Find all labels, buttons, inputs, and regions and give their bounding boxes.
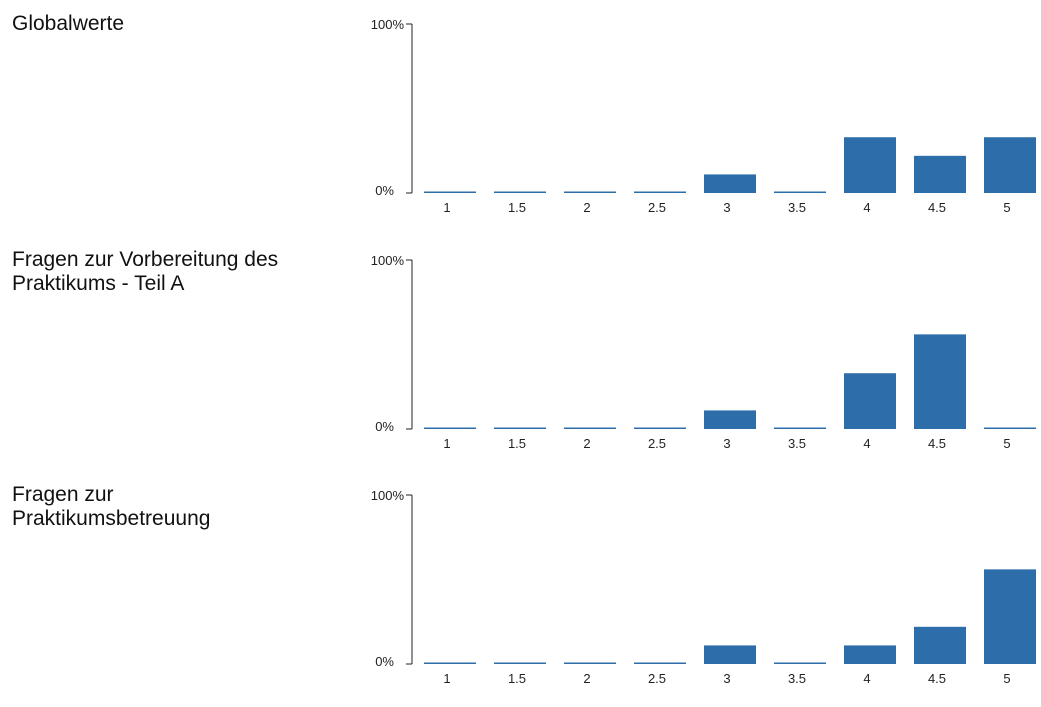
- bar: [984, 569, 1036, 664]
- x-tick-label: 1: [443, 671, 450, 686]
- bar: [704, 174, 756, 193]
- bar: [914, 155, 966, 193]
- bar: [424, 427, 476, 429]
- bar-chart: 100% 0% 1 1.5 2 2.5 3 3.5 4 4.5 5: [371, 17, 1036, 215]
- bar: [844, 137, 896, 193]
- x-tick-label: 1: [443, 436, 450, 451]
- x-tick-label: 2.5: [648, 200, 666, 215]
- x-tick-label: 1: [443, 200, 450, 215]
- bar: [984, 427, 1036, 429]
- bar: [494, 662, 546, 664]
- bar: [634, 191, 686, 193]
- y-tick-label: 100%: [371, 488, 405, 503]
- bar: [634, 662, 686, 664]
- bar: [564, 662, 616, 664]
- bar: [564, 427, 616, 429]
- x-tick-label: 3: [723, 671, 730, 686]
- bar: [844, 645, 896, 664]
- bar: [774, 191, 826, 193]
- bar: [774, 427, 826, 429]
- section-title: Fragen zur Praktikumsbetreuung: [12, 483, 211, 530]
- x-tick-label: 2.5: [648, 671, 666, 686]
- bar: [774, 662, 826, 664]
- x-tick-label: 4.5: [928, 200, 946, 215]
- bar: [844, 373, 896, 429]
- x-tick-label: 3.5: [788, 200, 806, 215]
- y-tick-label: 0%: [375, 183, 394, 198]
- section-title: Globalwerte: [12, 12, 125, 35]
- x-tick-label: 4: [863, 200, 870, 215]
- bar-chart: 100% 0% 1 1.5 2 2.5 3 3.5 4 4.5 5: [371, 253, 1036, 451]
- bar: [704, 410, 756, 429]
- chart-section-globalwerte: Globalwerte 100% 0% 1 1.5 2 2.5 3 3.5 4 4.5 5: [0, 0, 1041, 236]
- bar: [634, 427, 686, 429]
- x-tick-label: 5: [1003, 200, 1010, 215]
- x-tick-label: 4: [863, 436, 870, 451]
- bar: [914, 626, 966, 664]
- x-tick-label: 2.5: [648, 436, 666, 451]
- x-tick-label: 4.5: [928, 671, 946, 686]
- bar: [704, 645, 756, 664]
- x-tick-label: 3.5: [788, 436, 806, 451]
- x-tick-label: 1.5: [508, 671, 526, 686]
- y-tick-label: 0%: [375, 419, 394, 434]
- bar: [564, 191, 616, 193]
- section-title: Fragen zur Vorbereitung des Praktikums -…: [12, 248, 279, 295]
- x-tick-label: 1.5: [508, 200, 526, 215]
- x-tick-label: 4: [863, 671, 870, 686]
- x-tick-label: 3.5: [788, 671, 806, 686]
- chart-section-vorbereitung: Fragen zur Vorbereitung des Praktikums -…: [0, 236, 1041, 472]
- y-tick-label: 0%: [375, 654, 394, 669]
- bar: [914, 334, 966, 429]
- bar-chart: 100% 0% 1 1.5 2 2.5 3 3.5 4 4.5 5: [371, 488, 1036, 686]
- x-tick-label: 3: [723, 200, 730, 215]
- y-tick-label: 100%: [371, 253, 405, 268]
- x-tick-label: 2: [583, 436, 590, 451]
- bar: [424, 662, 476, 664]
- x-tick-label: 2: [583, 200, 590, 215]
- bar: [984, 137, 1036, 193]
- x-tick-label: 2: [583, 671, 590, 686]
- x-tick-label: 5: [1003, 671, 1010, 686]
- y-tick-label: 100%: [371, 17, 405, 32]
- chart-section-betreuung: Fragen zur Praktikumsbetreuung 100% 0% 1 1.…: [0, 471, 1041, 707]
- bar: [424, 191, 476, 193]
- bar: [494, 427, 546, 429]
- x-tick-label: 3: [723, 436, 730, 451]
- bar: [494, 191, 546, 193]
- x-tick-label: 1.5: [508, 436, 526, 451]
- x-tick-label: 4.5: [928, 436, 946, 451]
- x-tick-label: 5: [1003, 436, 1010, 451]
